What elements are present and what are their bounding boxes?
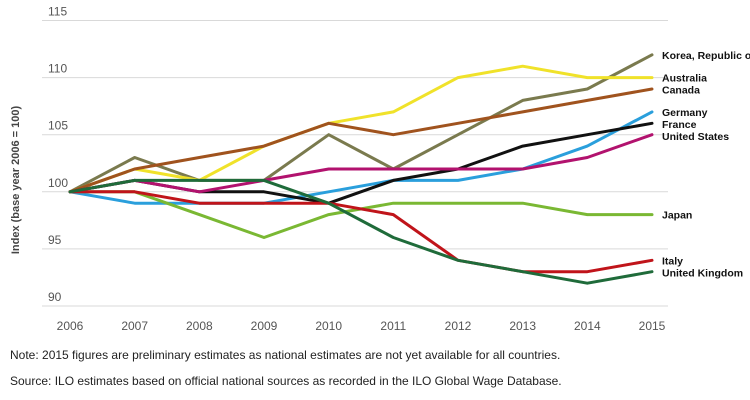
series-line-korea-republic-of (68, 53, 654, 194)
y-axis-label: Index (base year 2006 = 100) (10, 106, 22, 255)
series-line-germany (68, 110, 654, 205)
series-line-united-states (68, 133, 654, 194)
y-tick-label: 90 (48, 290, 62, 304)
chart-note: Note: 2015 figures are preliminary estim… (10, 348, 561, 362)
x-tick-label: 2012 (445, 319, 472, 333)
series-label-korea-republic-of: Korea, Republic of (662, 50, 750, 62)
series-label-japan: Japan (662, 210, 692, 222)
y-tick-label: 100 (48, 176, 68, 190)
chart-source: Source: ILO estimates based on official … (10, 374, 562, 388)
x-tick-labels: 2006 2007 2008 2009 2010 2011 2012 2013 2014 2015 (57, 319, 666, 333)
series-line-france (68, 121, 654, 205)
series-lines (68, 53, 654, 285)
series-label-australia: Australia (662, 73, 707, 85)
x-tick-label: 2015 (639, 319, 666, 333)
wage-index-chart: 90 95 100 105 110 115 2006 2007 2008 2009 2010 201… (10, 5, 750, 334)
x-tick-label: 2007 (121, 319, 148, 333)
y-tick-label: 110 (48, 62, 67, 76)
gridlines (42, 20, 668, 307)
series-label-united-kingdom: United Kingdom (662, 267, 743, 279)
y-tick-label: 95 (48, 233, 62, 247)
y-tick-label: 105 (48, 119, 68, 133)
y-tick-label: 115 (48, 5, 67, 19)
series-line-australia (68, 64, 654, 194)
x-tick-label: 2008 (186, 319, 213, 333)
x-tick-label: 2010 (315, 319, 342, 333)
series-line-italy (68, 190, 654, 274)
y-tick-labels: 90 95 100 105 110 115 (48, 5, 68, 305)
series-label-united-states: United States (662, 131, 729, 143)
series-line-united-kingdom (68, 178, 654, 285)
series-line-canada (68, 87, 654, 194)
x-tick-label: 2009 (251, 319, 278, 333)
x-tick-label: 2013 (509, 319, 536, 333)
series-label-canada: Canada (662, 85, 700, 97)
x-tick-label: 2006 (57, 319, 84, 333)
x-tick-label: 2011 (380, 319, 406, 333)
series-line-japan (68, 190, 654, 239)
series-label-italy: Italy (662, 255, 683, 267)
series-label-germany: Germany (662, 107, 708, 119)
x-tick-label: 2014 (574, 319, 601, 333)
series-label-france: France (662, 119, 697, 131)
